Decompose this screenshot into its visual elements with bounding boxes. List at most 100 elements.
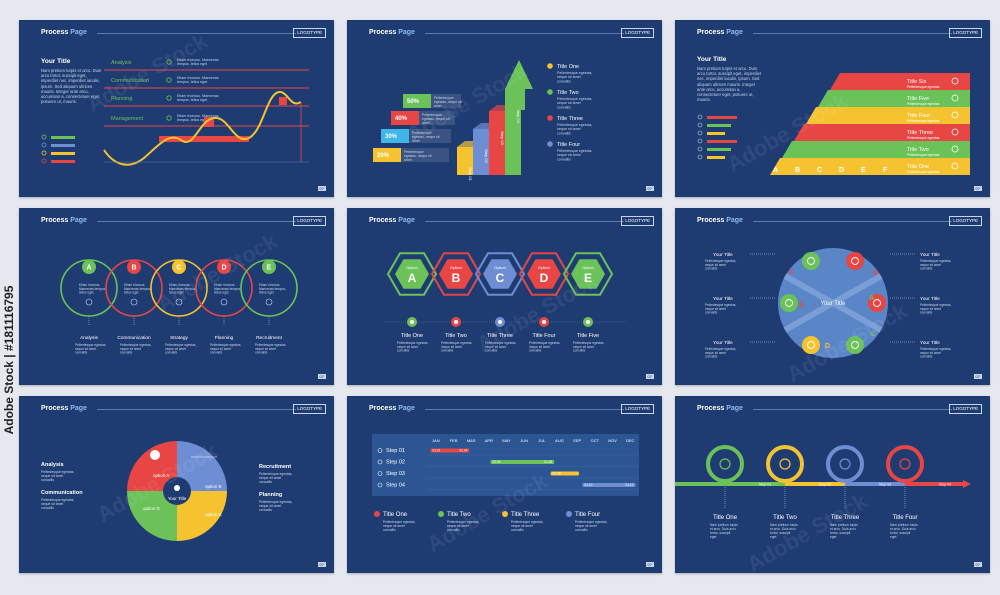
description-line: Pellentesque egestas, xyxy=(705,303,736,307)
description-line: tellus eget xyxy=(169,291,184,295)
hex-desc: Pellentesque egestas,neque sit ametconva… xyxy=(573,341,604,353)
description-line: Maecenas tempus, xyxy=(169,287,196,291)
slide-5-hexagons[interactable]: Process Page LOGOTYPE Option A Title One Pe… xyxy=(347,208,662,385)
legend-icon xyxy=(697,154,703,160)
legend-icon xyxy=(697,122,703,128)
description-line: egestas, neque sit xyxy=(422,117,450,121)
month-label: APR xyxy=(485,438,493,443)
wheel-node-icon xyxy=(807,341,815,349)
description-line: Pellentesque egestas, xyxy=(557,123,592,127)
band-text: Pellentesque egestas xyxy=(907,136,940,140)
slide-body: Nam pretium turpis et arcu. Duis arcu to… xyxy=(41,68,102,105)
band-icon xyxy=(951,128,959,136)
description-line: et arcu. Duis arcu xyxy=(830,527,856,531)
description-line: Pellentesque egestas, xyxy=(75,343,106,347)
slide-header: Process Page xyxy=(697,405,743,412)
step-name: Step 01 xyxy=(386,448,405,454)
description-line: neque sit amet xyxy=(120,347,141,351)
circle-name: Planning xyxy=(215,335,234,341)
pyramid-band xyxy=(830,73,970,90)
description-line: tellus eget xyxy=(124,291,139,295)
description-line: tellus eget xyxy=(214,291,229,295)
description-line: convallis xyxy=(920,267,933,271)
logotype: LOGOTYPE xyxy=(293,28,326,38)
description-line: Pellentesque xyxy=(404,150,424,154)
description-line: neque sit amet xyxy=(447,524,469,528)
description-line: Pellentesque egestas, xyxy=(575,520,608,524)
description-line: Pellentesque egestas, xyxy=(920,303,951,307)
left-title: Analysis xyxy=(41,462,64,468)
description-line: Etiam rhoncus. xyxy=(79,283,100,287)
legend-dot xyxy=(547,63,553,69)
description-line: convallis xyxy=(259,480,272,484)
description-line: Pellentesque egestas, xyxy=(255,343,286,347)
legend-dot xyxy=(438,511,444,517)
description-line: convallis xyxy=(120,351,133,355)
step-icon xyxy=(377,471,383,476)
step-core xyxy=(835,454,855,474)
wheel-node-icon xyxy=(851,341,859,349)
step-name: Step 03 xyxy=(386,471,405,477)
step-core xyxy=(895,454,915,474)
slide-1-timeline[interactable]: Process Page LOGOTYPE Your Title Nam pre… xyxy=(19,20,334,197)
side-text: Pellentesque egestas,neque sit ametconva… xyxy=(920,347,951,359)
hex-title: Title Five xyxy=(577,333,599,339)
description-line: neque sit amet xyxy=(485,345,506,349)
slide-2-stairs[interactable]: Process Page LOGOTYPE 20% Pellentesque ege… xyxy=(347,20,662,197)
page-number: 07 xyxy=(317,374,326,379)
description-line: eget xyxy=(710,535,717,539)
legend-title: Title Two xyxy=(447,512,471,518)
slide-8-gantt[interactable]: Process Page LOGOTYPE JAN FEB MAR APR MAY JUN… xyxy=(347,396,662,573)
bulb-icon xyxy=(41,158,47,164)
slide-3-pyramid[interactable]: Process Page LOGOTYPE Your Title Nam pre… xyxy=(675,20,990,197)
pencil-icon xyxy=(166,95,172,101)
legend-bar xyxy=(707,156,725,159)
step-icon xyxy=(377,459,383,465)
slide-6-wheel[interactable]: Process Page LOGOTYPE Your Title B F E D C A Yo… xyxy=(675,208,990,385)
bar-start: 01.08 xyxy=(553,472,561,476)
description-line: Pellentesque egestas, xyxy=(383,520,416,524)
coins-icon xyxy=(839,458,851,470)
legend-dot xyxy=(374,511,380,517)
circle-icon xyxy=(175,298,183,306)
wheel-node-icon xyxy=(873,299,881,307)
month-label: OCT xyxy=(591,438,600,443)
wheel-node-icon xyxy=(851,257,859,265)
description-line: convallis xyxy=(557,157,571,161)
description-line: Maecenas tempus, xyxy=(79,287,106,291)
description-line: neque sit amet xyxy=(41,474,63,478)
description-line: Etiam rhoncus. xyxy=(259,283,280,287)
right-text: Pellentesque egestas,neque sit ametconva… xyxy=(259,472,292,484)
step-label: Step 02 xyxy=(819,483,831,487)
side-title: Your Title xyxy=(713,296,733,302)
description-line: tellus eget xyxy=(259,291,274,295)
side-title: Your Title xyxy=(920,252,940,258)
description-line: convallis xyxy=(165,351,178,355)
circle-text: Etiam rhoncus.Maecenas tempus,tellus ege… xyxy=(214,283,241,295)
slide-header: Process Page xyxy=(697,29,743,36)
percentage-label: 20% xyxy=(377,153,390,159)
slide-7-puzzle[interactable]: Process Page LOGOTYPE Your Title option A… xyxy=(19,396,334,573)
slide-9-steps[interactable]: Process Page LOGOTYPE Step 01 Title One Na… xyxy=(675,396,990,573)
wheel-letter: C xyxy=(871,331,876,338)
slide-4-circles[interactable]: Process Page LOGOTYPE A Etiam rhoncus. Mae… xyxy=(19,208,334,385)
group-icon xyxy=(166,77,172,83)
pyramid-band xyxy=(794,124,970,141)
side-title: Your Title xyxy=(713,340,733,346)
hex-title: Title One xyxy=(401,333,423,339)
timeline-segment xyxy=(725,482,785,486)
pyramid-letter: C xyxy=(817,167,822,174)
description-line: convallis xyxy=(705,355,718,359)
page-number: 07 xyxy=(645,186,654,191)
hexagon-ring xyxy=(474,252,526,296)
hex-desc: Pellentesque egestas,neque sit ametconva… xyxy=(441,341,472,353)
logotype: LOGOTYPE xyxy=(293,404,326,414)
description-line: Pellentesque egestas, xyxy=(485,341,516,345)
slide-title: Your Title xyxy=(41,58,71,65)
logotype: LOGOTYPE xyxy=(949,216,982,226)
description-line: neque sit amet xyxy=(529,345,550,349)
description-line: convallis xyxy=(705,267,718,271)
